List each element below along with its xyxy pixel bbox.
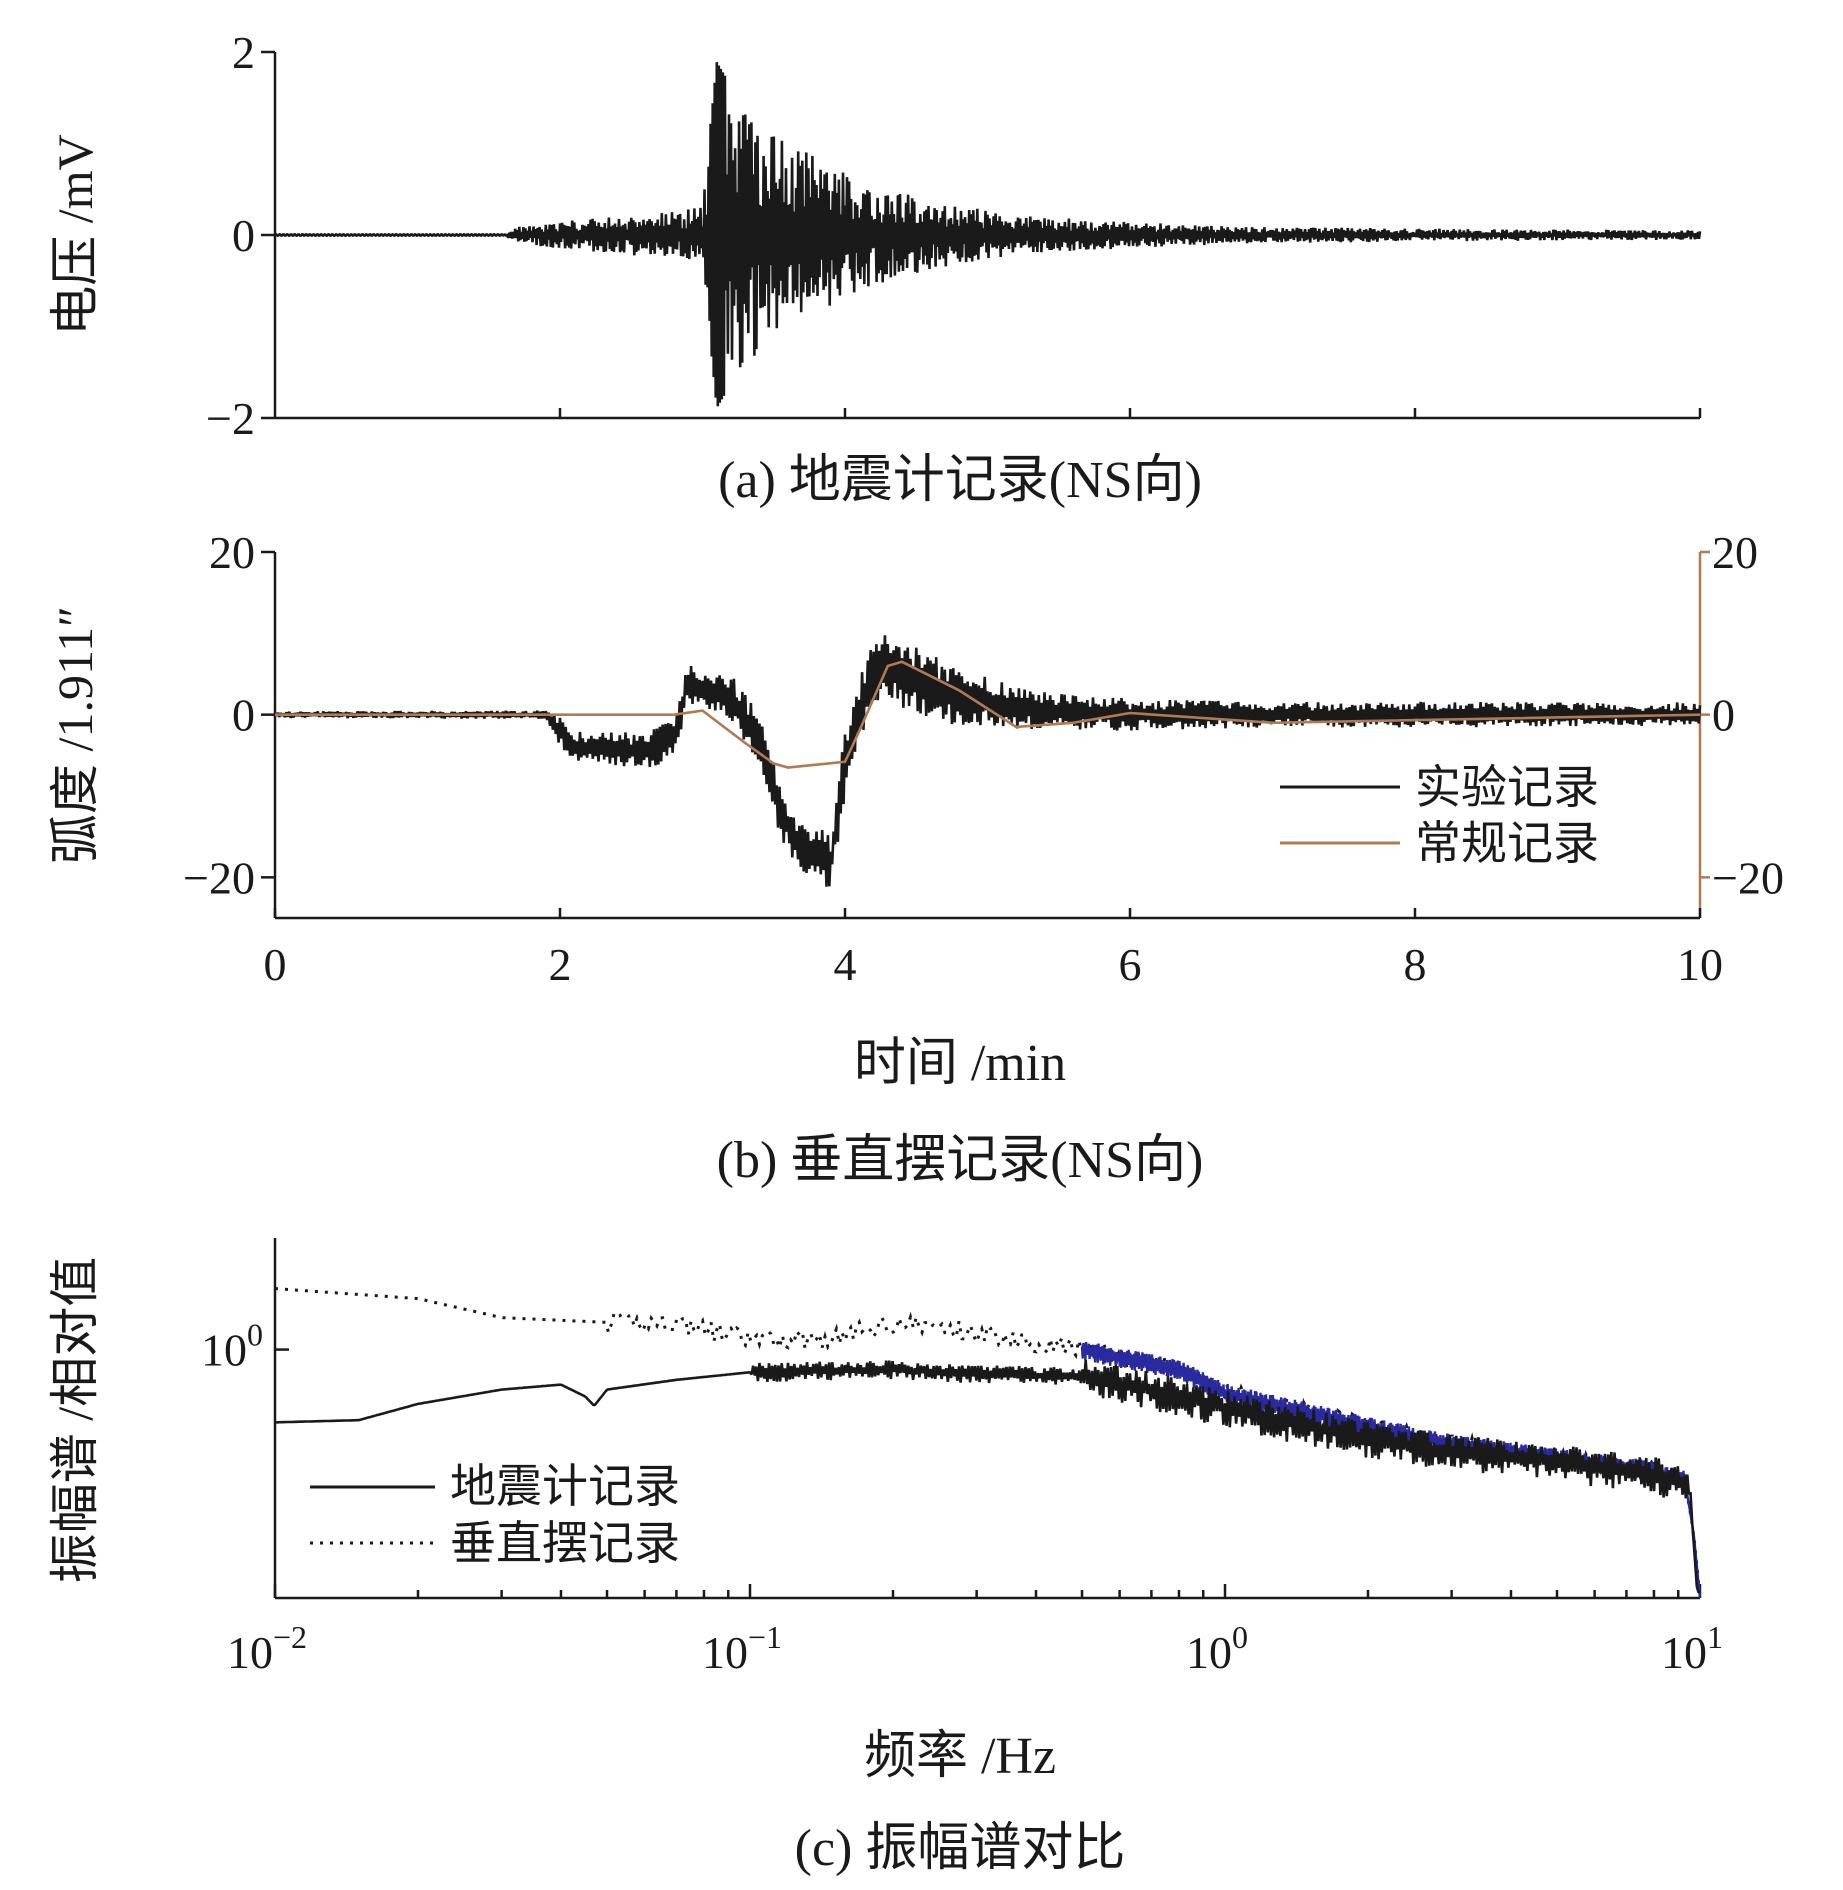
- panel-b-y-tick-label: 20: [209, 527, 255, 578]
- panel-b-right-y-tick-label: −20: [1712, 852, 1784, 903]
- panel-b-y-label: 弧度 /1.911″: [47, 606, 103, 864]
- panel-a-caption: (a) 地震计记录(NS向): [718, 452, 1202, 509]
- panel-b-legend: 实验记录 常规记录: [1280, 762, 1599, 869]
- panel-b-caption: (b) 垂直摆记录(NS向): [717, 1132, 1204, 1189]
- panel-a-y-tick-label: 2: [232, 27, 255, 78]
- panel-c-caption: (c) 振幅谱对比: [795, 1820, 1126, 1877]
- panel-a-seismometer-line: [274, 62, 1702, 407]
- panel-c-x-tick-label: 101: [1661, 1619, 1723, 1678]
- panel-c-y-label: 振幅谱 /相对值: [47, 1257, 103, 1583]
- panel-b-x-tick-label: 2: [549, 939, 572, 990]
- panel-a-y-tick-label: −2: [206, 393, 255, 444]
- panel-c-x-tick-label: 100: [1186, 1619, 1248, 1678]
- panel-a-y-label: 电压 /mV: [47, 134, 103, 335]
- panel-b-x-label: 时间 /min: [854, 1035, 1066, 1092]
- panel-a-y-tick-label: 0: [232, 210, 255, 261]
- panel-b-y-tick-label: −20: [183, 852, 255, 903]
- panel-b-x-tick-label: 0: [264, 939, 287, 990]
- panel-b-x-tick-label: 10: [1677, 939, 1723, 990]
- legend-label-conventional: 常规记录: [1415, 818, 1599, 869]
- legend-label-seismometer: 地震计记录: [450, 1461, 680, 1512]
- legend-label-experimental: 实验记录: [1415, 762, 1599, 813]
- panel-c-pendulum-line: [274, 1287, 1702, 1599]
- panel-b-x-tick-label: 6: [1119, 939, 1142, 990]
- panel-b-right-y-tick-label: 20: [1712, 527, 1758, 578]
- panel-c-x-tick-label: 10−1: [702, 1619, 782, 1678]
- panel-c-seismometer-line: [274, 1359, 1700, 1594]
- panel-c-x-label: 频率 /Hz: [864, 1728, 1056, 1785]
- legend-label-pendulum: 垂直摆记录: [450, 1518, 680, 1569]
- panel-b-right-y-tick-label: 0: [1712, 690, 1735, 741]
- panel-c-y-tick-label: 100: [201, 1317, 263, 1376]
- panel-c-x-tick-label: 10−2: [227, 1619, 307, 1678]
- panel-a: 2 0 −2 电压 /mV (a) 地震计记录(NS向): [47, 27, 1702, 509]
- panel-b-conventional-line: [275, 660, 1701, 769]
- panel-b-x-tick-label: 4: [834, 939, 857, 990]
- panel-b-x-tick-label: 8: [1404, 939, 1427, 990]
- panel-c-legend: 地震计记录 垂直摆记录: [310, 1461, 680, 1569]
- panel-b-y-tick-label: 0: [232, 690, 255, 741]
- panel-c: 100 10−2 10−1 100 101 振幅谱 /相对值 地震计记录 垂直摆记录 …: [47, 1238, 1723, 1877]
